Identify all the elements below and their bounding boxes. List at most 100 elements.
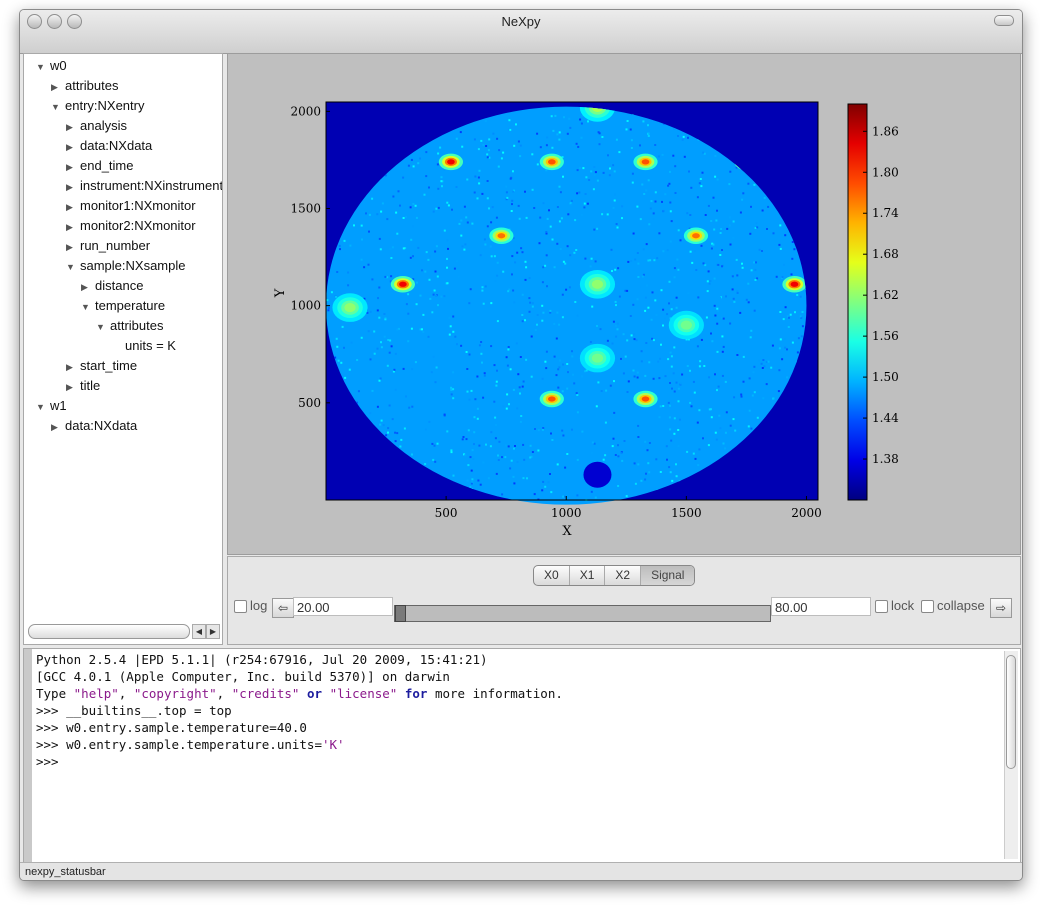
collapsed-arrow-icon[interactable]: ▶	[66, 362, 73, 372]
noise-pixel	[782, 318, 785, 321]
close-window-button[interactable]	[27, 14, 42, 29]
tree-item[interactable]: ▶ end_time	[66, 156, 133, 176]
tree-item[interactable]: ▶ monitor1:NXmonitor	[66, 196, 196, 216]
noise-pixel	[688, 440, 691, 443]
tree-item[interactable]: ▶ attributes	[51, 76, 118, 96]
scroll-right-icon[interactable]: ▶	[206, 624, 220, 639]
collapsed-arrow-icon[interactable]: ▶	[66, 122, 73, 132]
collapsed-arrow-icon[interactable]: ▶	[66, 222, 73, 232]
tree-item[interactable]: ▼ entry:NXentry	[51, 96, 144, 116]
noise-pixel	[689, 250, 692, 253]
noise-pixel	[530, 455, 533, 458]
tab-x1[interactable]: X1	[570, 566, 606, 585]
console-gutter	[24, 649, 32, 862]
heatmap-plot[interactable]: 500 1000 1500 2000 500 1000 1500 2000 X Y 1.38 1.44…	[228, 54, 1020, 554]
colorbar-tick-label: 1.62	[872, 288, 899, 302]
collapse-checkbox[interactable]	[921, 600, 934, 613]
noise-pixel	[669, 317, 672, 320]
noise-pixel	[651, 337, 654, 340]
y-tick-label: 1500	[290, 201, 321, 215]
collapsed-arrow-icon[interactable]: ▶	[66, 182, 73, 192]
expanded-arrow-icon[interactable]: ▼	[51, 102, 60, 112]
tree-item[interactable]: ▶ data:NXdata	[66, 136, 152, 156]
noise-pixel	[481, 289, 484, 292]
toolbar-toggle-button[interactable]	[994, 15, 1014, 26]
tree-item[interactable]: ▶ instrument:NXinstrument	[66, 176, 222, 196]
tab-x2[interactable]: X2	[605, 566, 642, 585]
noise-pixel	[613, 411, 616, 414]
increment-arrow-button[interactable]: ⇨	[990, 598, 1012, 618]
collapsed-arrow-icon[interactable]: ▶	[66, 142, 73, 152]
expanded-arrow-icon[interactable]: ▼	[36, 402, 45, 412]
collapsed-arrow-icon[interactable]: ▶	[66, 382, 73, 392]
zoom-window-button[interactable]	[67, 14, 82, 29]
decrement-arrow-button[interactable]: ⇦	[272, 598, 294, 618]
lock-checkbox[interactable]	[875, 600, 888, 613]
expanded-arrow-icon[interactable]: ▼	[36, 62, 45, 72]
minimize-window-button[interactable]	[47, 14, 62, 29]
noise-pixel	[581, 114, 584, 117]
range-slider[interactable]	[394, 605, 771, 622]
noise-pixel	[511, 199, 514, 202]
console-text: "copyright"	[133, 686, 217, 701]
console-scroll-thumb[interactable]	[1006, 655, 1016, 769]
noise-pixel	[707, 204, 710, 207]
noise-pixel	[626, 120, 629, 122]
tree-item[interactable]: ▶ start_time	[66, 356, 137, 376]
tree-item[interactable]: ▼ temperature	[81, 296, 165, 316]
noise-pixel	[482, 252, 485, 254]
noise-pixel	[449, 325, 452, 328]
noise-pixel	[335, 337, 338, 340]
noise-pixel	[545, 231, 548, 234]
collapsed-arrow-icon[interactable]: ▶	[81, 282, 88, 292]
noise-pixel	[450, 386, 453, 389]
tree-item[interactable]: units = K	[111, 336, 176, 356]
noise-pixel	[640, 350, 643, 353]
noise-pixel	[689, 214, 692, 216]
collapsed-arrow-icon[interactable]: ▶	[66, 202, 73, 212]
noise-pixel	[409, 256, 412, 259]
noise-pixel	[754, 279, 757, 281]
noise-pixel	[724, 431, 727, 434]
noise-pixel	[799, 295, 802, 298]
collapsed-arrow-icon[interactable]: ▶	[51, 82, 58, 92]
tree-item[interactable]: ▶ data:NXdata	[51, 416, 137, 436]
expanded-arrow-icon[interactable]: ▼	[96, 322, 105, 332]
collapsed-arrow-icon[interactable]: ▶	[66, 162, 73, 172]
tree-item[interactable]: ▼ w1	[36, 396, 67, 416]
console-output[interactable]: Python 2.5.4 |EPD 5.1.1| (r254:67916, Ju…	[36, 651, 563, 770]
tab-signal[interactable]: Signal	[641, 566, 695, 585]
tree-item[interactable]: ▼ w0	[36, 56, 67, 76]
noise-pixel	[360, 258, 363, 261]
tree-item[interactable]: ▶ monitor2:NXmonitor	[66, 216, 196, 236]
noise-pixel	[536, 163, 539, 166]
slider-handle[interactable]	[395, 605, 406, 622]
noise-pixel	[437, 304, 439, 307]
max-value-field[interactable]: 80.00	[771, 597, 871, 616]
log-checkbox[interactable]	[234, 600, 247, 613]
tree-item[interactable]: ▶ run_number	[66, 236, 150, 256]
python-console[interactable]: Python 2.5.4 |EPD 5.1.1| (r254:67916, Ju…	[23, 648, 1021, 863]
collapsed-arrow-icon[interactable]: ▶	[66, 242, 73, 252]
noise-pixel	[669, 351, 672, 354]
expanded-arrow-icon[interactable]: ▼	[81, 302, 90, 312]
tree-item[interactable]: ▶ distance	[81, 276, 143, 296]
console-vertical-scrollbar[interactable]	[1004, 651, 1018, 859]
noise-pixel	[489, 245, 492, 248]
expanded-arrow-icon[interactable]: ▼	[66, 262, 75, 272]
collapsed-arrow-icon[interactable]: ▶	[51, 422, 58, 432]
tree-item[interactable]: ▼ sample:NXsample	[66, 256, 186, 276]
noise-pixel	[412, 165, 415, 168]
noise-pixel	[653, 259, 656, 262]
tree-item[interactable]: ▶ analysis	[66, 116, 127, 136]
tree-item[interactable]: ▼ attributes	[96, 316, 163, 336]
noise-pixel	[644, 309, 647, 312]
noise-pixel	[399, 445, 402, 448]
noise-pixel	[340, 361, 343, 364]
min-value-field[interactable]: 20.00	[293, 597, 393, 616]
tab-x0[interactable]: X0	[534, 566, 570, 585]
tree-item[interactable]: ▶ title	[66, 376, 100, 396]
tree-horizontal-scrollbar[interactable]	[28, 624, 190, 639]
scroll-left-icon[interactable]: ◀	[192, 624, 206, 639]
noise-pixel	[521, 293, 524, 296]
